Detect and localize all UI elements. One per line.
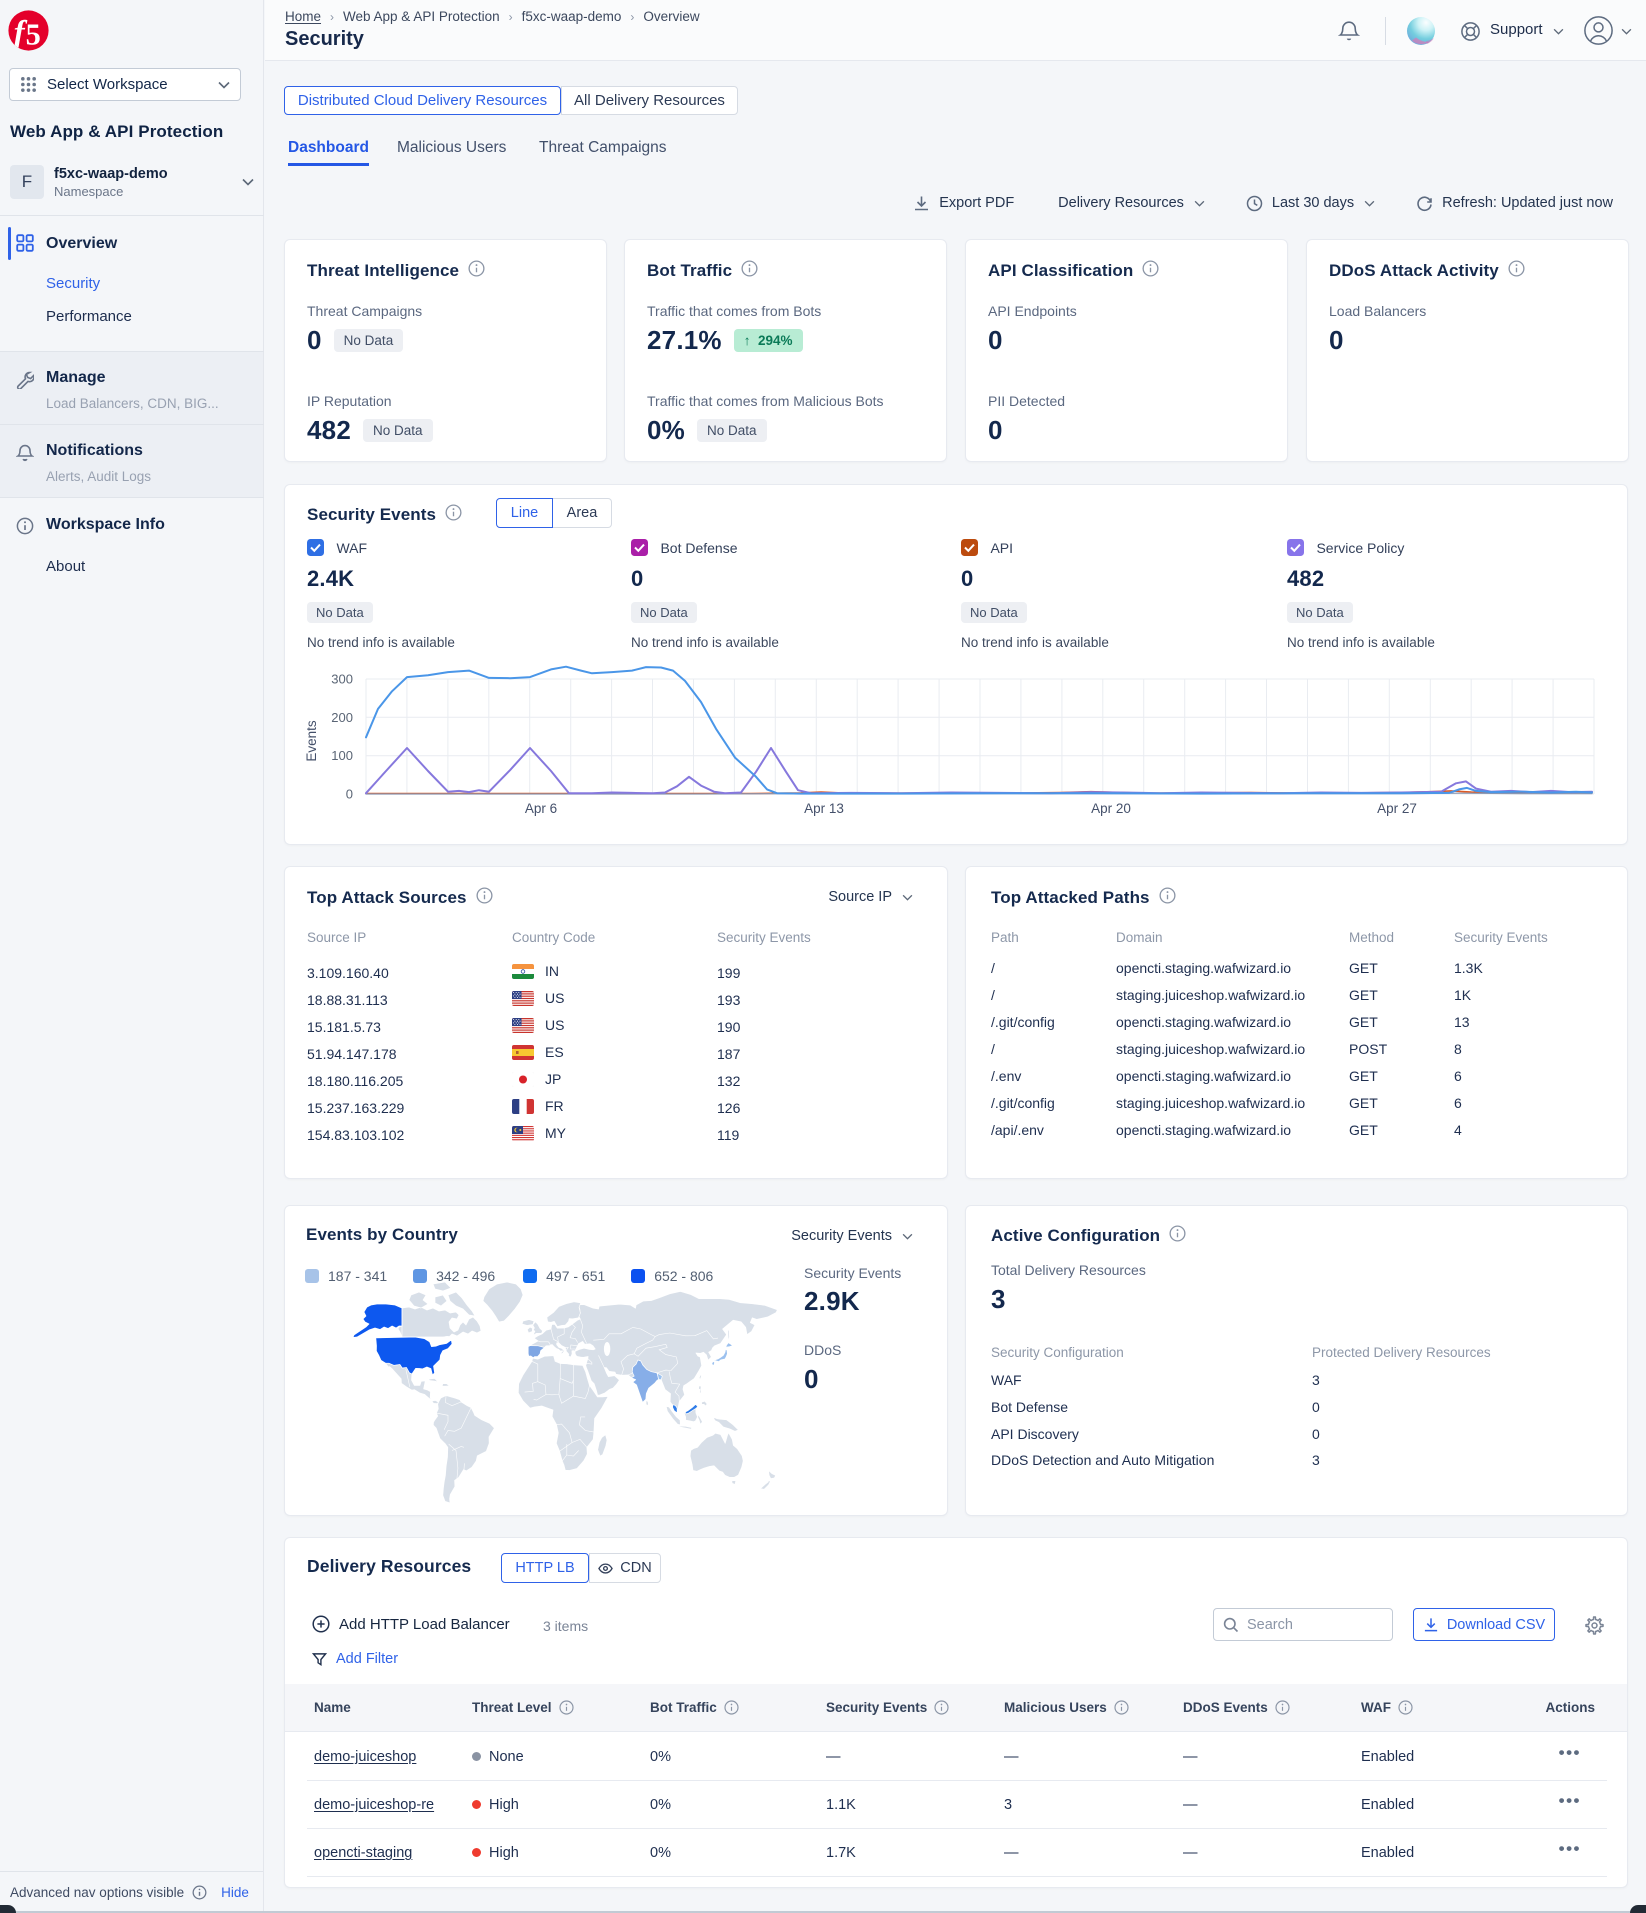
svg-text:100: 100 [331, 748, 353, 763]
svg-text:f: f [14, 15, 28, 51]
svg-text:Apr 13: Apr 13 [804, 801, 844, 816]
svg-text:200: 200 [331, 710, 353, 725]
svg-text:Apr 27: Apr 27 [1377, 801, 1417, 816]
svg-text:5: 5 [26, 17, 41, 51]
svg-text:Apr 20: Apr 20 [1091, 801, 1131, 816]
svg-text:300: 300 [331, 672, 353, 687]
svg-text:0: 0 [346, 787, 353, 802]
svg-text:Events: Events [304, 720, 319, 762]
svg-text:Apr 6: Apr 6 [525, 801, 557, 816]
